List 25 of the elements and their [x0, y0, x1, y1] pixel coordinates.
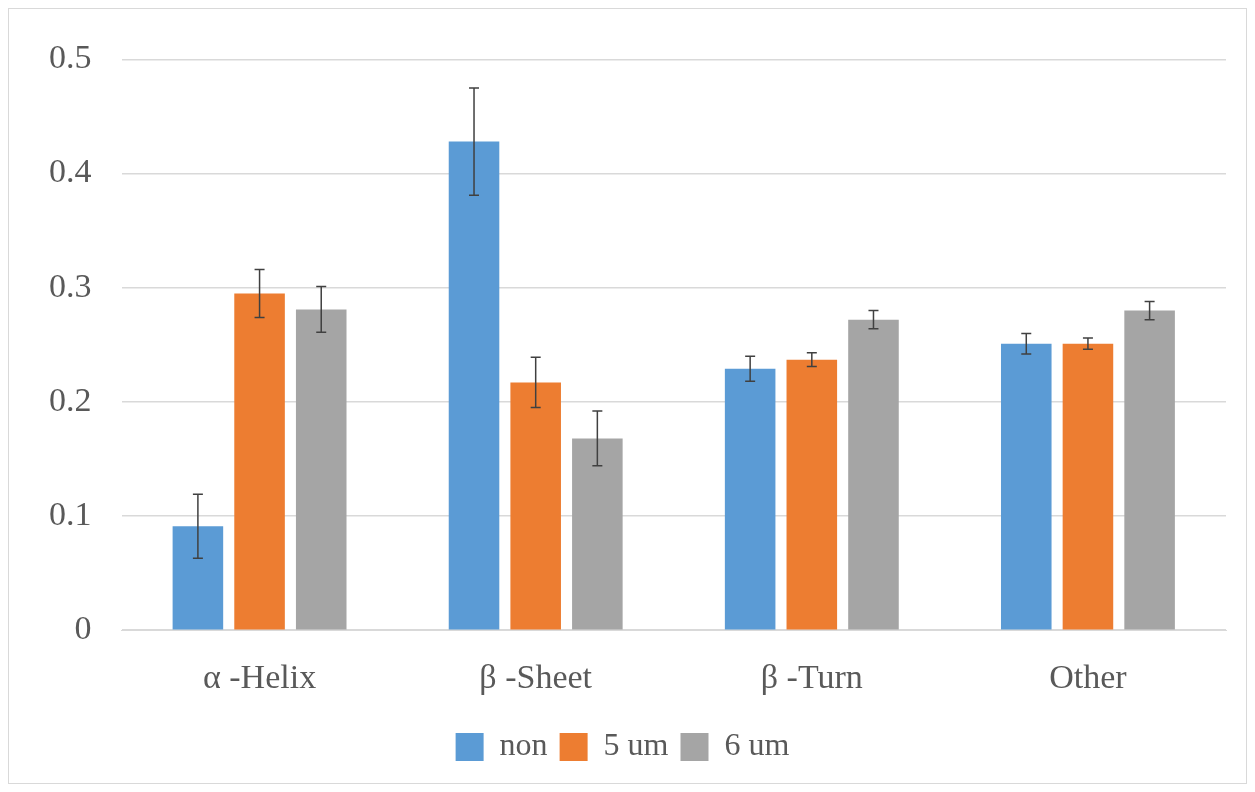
- y-tick-label: 0.1: [49, 494, 92, 532]
- bar: [1124, 310, 1175, 630]
- bar: [786, 359, 838, 630]
- bar: [510, 382, 561, 630]
- x-tick-label: α -Helix: [202, 657, 317, 695]
- bar: [448, 141, 500, 630]
- y-tick-label: 0.2: [49, 380, 92, 418]
- y-tick-label: 0: [74, 609, 92, 647]
- bar: [1000, 343, 1052, 630]
- y-tick-label: 0.5: [49, 38, 92, 76]
- bar: [572, 438, 623, 630]
- bar: [172, 526, 224, 630]
- y-tick-label: 0.3: [49, 266, 92, 304]
- legend-label: non: [499, 726, 548, 763]
- x-tick-label: β -Sheet: [479, 657, 593, 695]
- x-tick-label: β -Turn: [760, 657, 863, 695]
- bar: [234, 293, 285, 630]
- bar: [295, 309, 347, 630]
- bar: [848, 319, 899, 630]
- y-tick-label: 0.4: [49, 152, 92, 190]
- bar: [724, 368, 776, 630]
- x-tick-label: Other: [1049, 657, 1128, 695]
- bar: [1062, 343, 1114, 630]
- legend-label: 5 um: [603, 726, 669, 763]
- legend-label: 6 um: [724, 726, 790, 763]
